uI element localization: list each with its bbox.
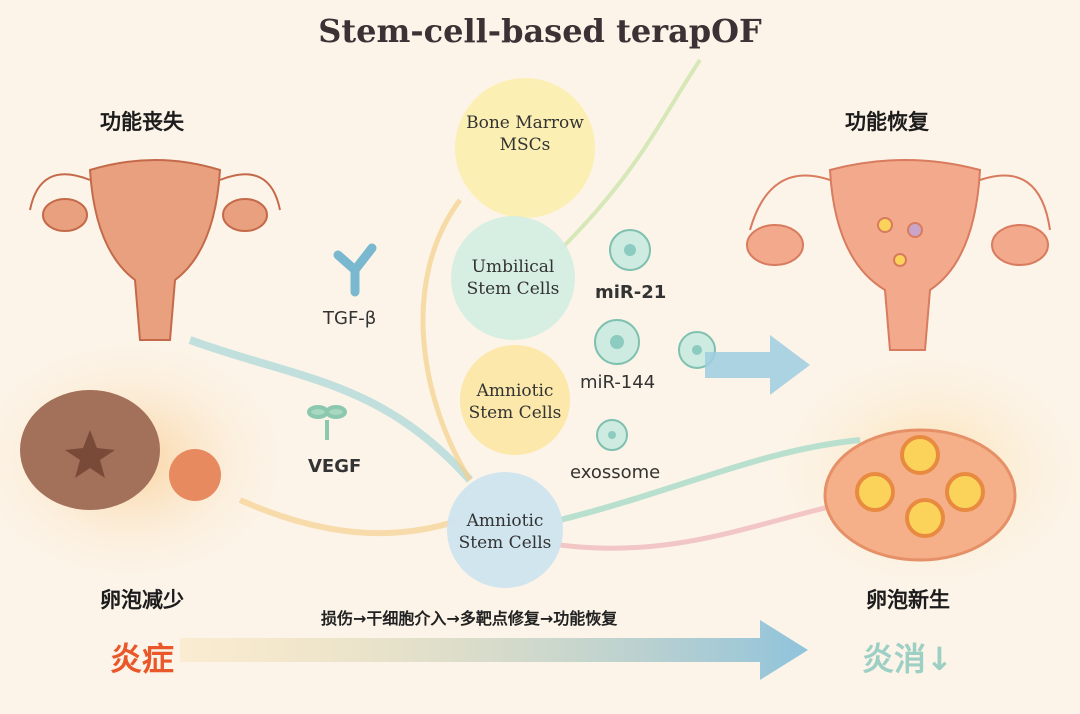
cell-umbilical: Umbilical Stem Cells [466, 257, 560, 299]
exosome-label: exossome [570, 462, 661, 483]
cell-bone-marrow: Bone Marrow MSCs [466, 113, 584, 155]
damaged-uterus-icon [29, 159, 281, 341]
inflammation-reduced-label: 炎消↓ [862, 640, 953, 678]
left-bottom-label: 卵泡减少 [100, 588, 184, 612]
mir144-label: miR-144 [580, 372, 656, 393]
vegf-sprout-icon [307, 405, 347, 440]
mir21-label: miR-21 [595, 282, 667, 303]
healthy-ovary-icon [823, 428, 1017, 562]
restored-uterus-icon [746, 159, 1051, 351]
tgf-beta-label: TGF-β [323, 308, 377, 329]
cell-amniotic-2: Amniotic Stem Cells [458, 511, 552, 553]
right-arrow-icon [705, 335, 810, 395]
inflammation-label: 炎症 [110, 640, 175, 678]
pathway-arrow-icon [180, 620, 808, 680]
cell-amniotic-1: Amniotic Stem Cells [468, 381, 562, 423]
right-top-label: 功能恢复 [845, 110, 929, 134]
vegf-label: VEGF [308, 456, 362, 477]
page-title: Stem-cell-based terapOF [318, 12, 762, 50]
pathway-text: 损伤→干细胞介入→多靶点修复→功能恢复 [321, 609, 618, 628]
left-top-label: 功能丧失 [100, 110, 184, 134]
right-bottom-label: 卵泡新生 [866, 588, 950, 612]
damaged-ovary-icon [20, 390, 221, 510]
tgf-beta-icon [333, 243, 377, 297]
